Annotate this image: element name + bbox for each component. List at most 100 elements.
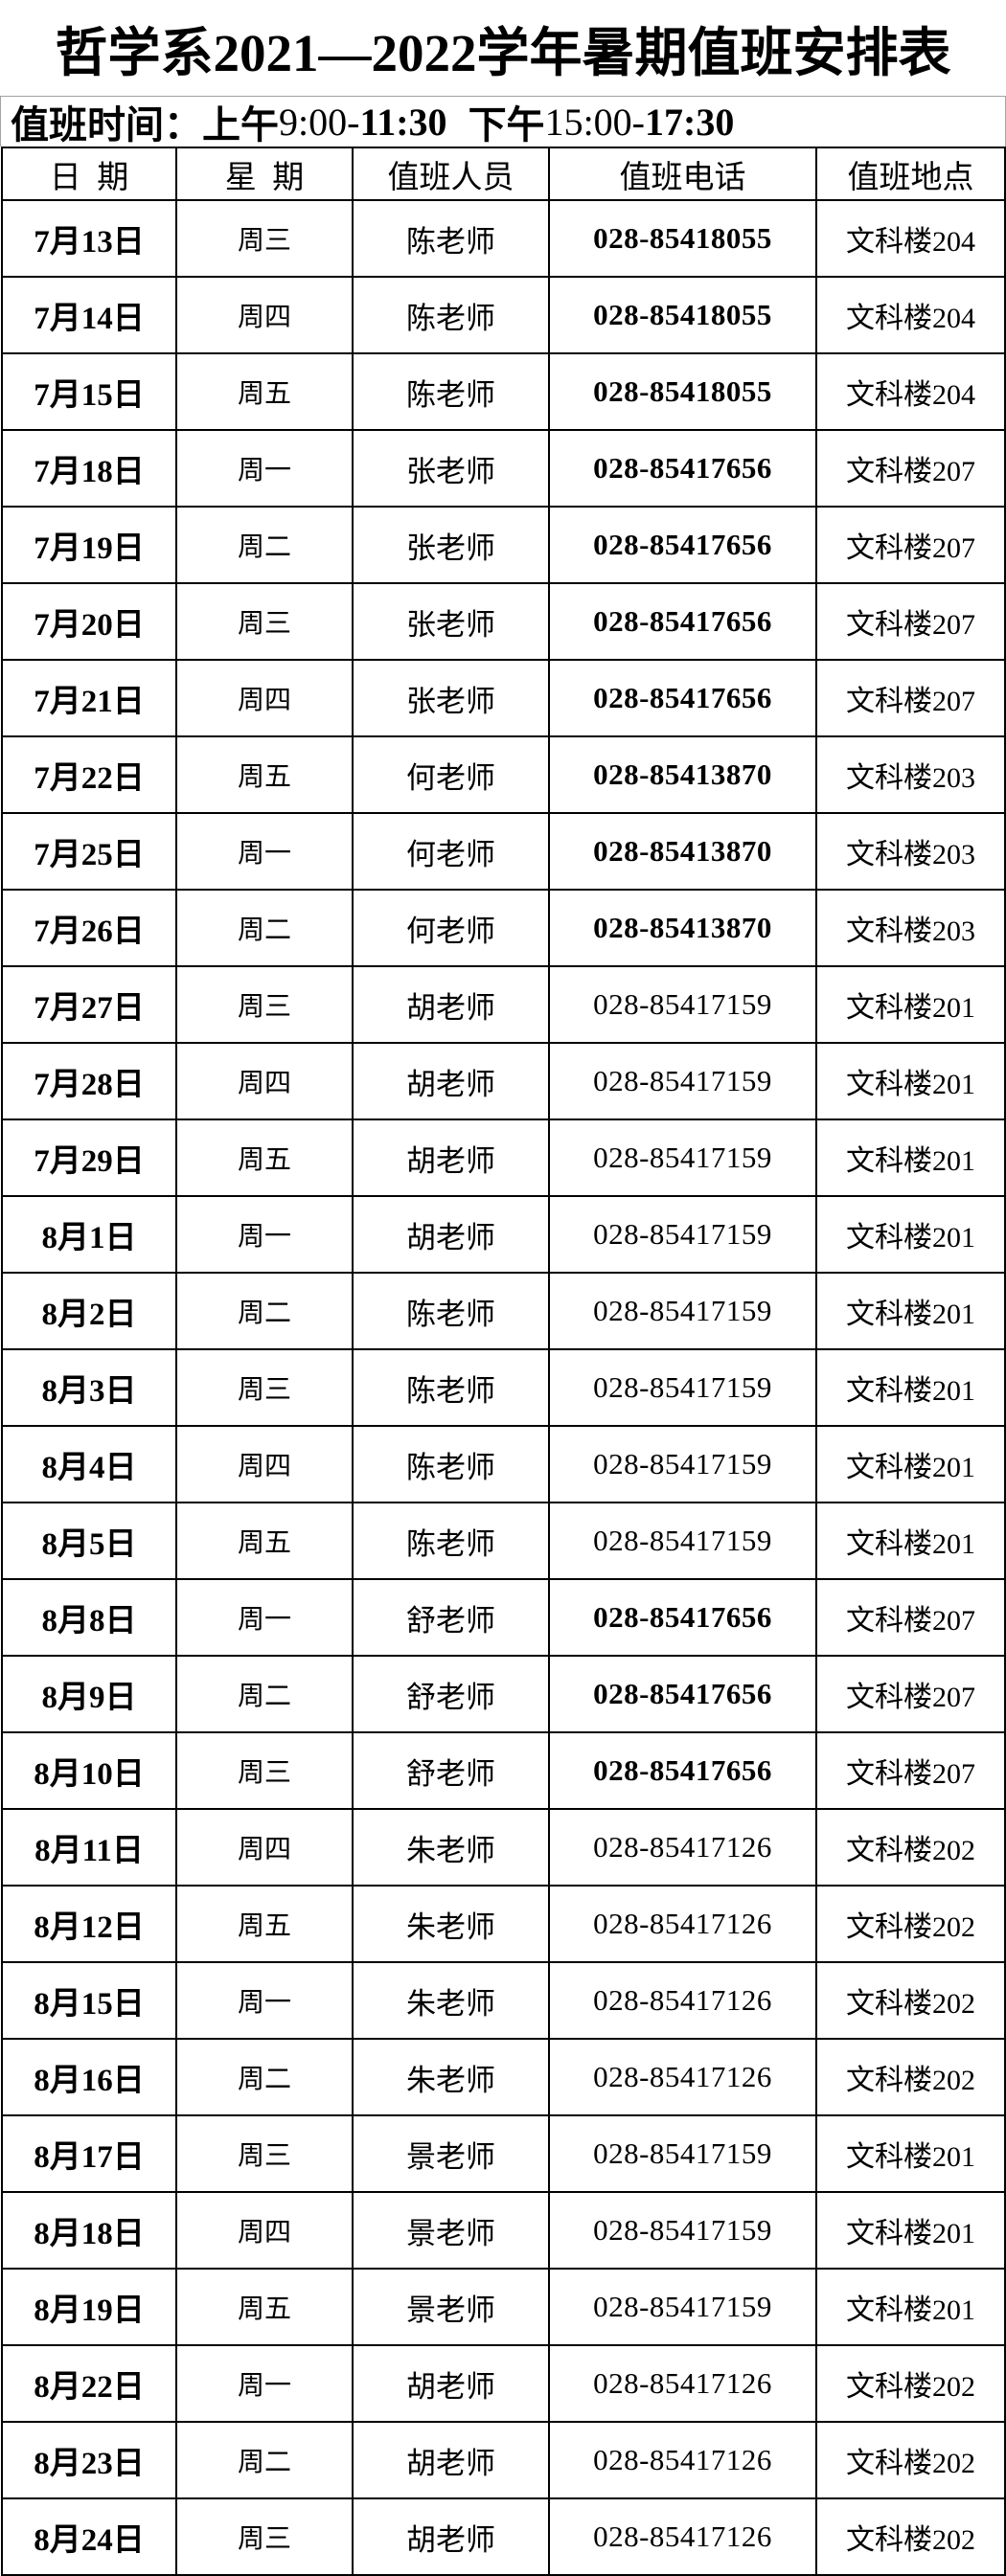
cell-person: 景老师 xyxy=(352,2114,550,2193)
cell-person: 陈老师 xyxy=(352,199,550,278)
cell-weekday: 周三 xyxy=(175,1731,354,1810)
cell-location: 文科楼207 xyxy=(815,1731,1006,1810)
cell-location: 文科楼202 xyxy=(815,2038,1006,2116)
table-row: 8月2日 周二 陈老师 028-85417159 文科楼201 xyxy=(1,1272,1006,1350)
cell-person: 陈老师 xyxy=(352,352,550,431)
cell-location: 文科楼204 xyxy=(815,199,1006,278)
table-row: 7月20日 周三 张老师 028-85417656 文科楼207 xyxy=(1,582,1006,661)
cell-date: 7月13日 xyxy=(1,199,177,278)
cell-weekday: 周五 xyxy=(175,352,354,431)
cell-date: 8月4日 xyxy=(1,1425,177,1503)
table-row: 7月14日 周四 陈老师 028-85418055 文科楼204 xyxy=(1,276,1006,354)
cell-weekday: 周二 xyxy=(175,1655,354,1733)
cell-person: 何老师 xyxy=(352,889,550,967)
cell-date: 7月21日 xyxy=(1,659,177,737)
table-row: 8月24日 周三 胡老师 028-85417126 文科楼202 xyxy=(1,2497,1006,2576)
cell-phone: 028-85417656 xyxy=(548,659,817,737)
cell-location: 文科楼201 xyxy=(815,1119,1006,1197)
cell-phone: 028-85417656 xyxy=(548,429,817,508)
cell-date: 8月24日 xyxy=(1,2497,177,2576)
cell-phone: 028-85417159 xyxy=(548,1425,817,1503)
cell-person: 张老师 xyxy=(352,659,550,737)
cell-weekday: 周五 xyxy=(175,1885,354,1963)
cell-phone: 028-85418055 xyxy=(548,352,817,431)
cell-location: 文科楼203 xyxy=(815,812,1006,891)
table-row: 8月22日 周一 胡老师 028-85417126 文科楼202 xyxy=(1,2344,1006,2423)
cell-phone: 028-85418055 xyxy=(548,276,817,354)
cell-date: 8月11日 xyxy=(1,1808,177,1887)
column-header-location: 值班地点 xyxy=(815,147,1006,201)
cell-date: 7月14日 xyxy=(1,276,177,354)
cell-person: 何老师 xyxy=(352,812,550,891)
cell-phone: 028-85417126 xyxy=(548,1961,817,2040)
cell-location: 文科楼203 xyxy=(815,735,1006,814)
cell-person: 胡老师 xyxy=(352,2344,550,2423)
cell-phone: 028-85417159 xyxy=(548,2114,817,2193)
cell-location: 文科楼207 xyxy=(815,1655,1006,1733)
cell-person: 陈老师 xyxy=(352,1272,550,1350)
cell-weekday: 周五 xyxy=(175,735,354,814)
cell-location: 文科楼201 xyxy=(815,1348,1006,1427)
cell-weekday: 周二 xyxy=(175,1272,354,1350)
table-row: 8月18日 周四 景老师 028-85417159 文科楼201 xyxy=(1,2191,1006,2270)
cell-weekday: 周三 xyxy=(175,2114,354,2193)
cell-date: 8月15日 xyxy=(1,1961,177,2040)
table-row: 8月10日 周三 舒老师 028-85417656 文科楼207 xyxy=(1,1731,1006,1810)
cell-location: 文科楼202 xyxy=(815,1961,1006,2040)
cell-date: 8月17日 xyxy=(1,2114,177,2193)
cell-weekday: 周三 xyxy=(175,965,354,1044)
cell-weekday: 周三 xyxy=(175,582,354,661)
cell-phone: 028-85417126 xyxy=(548,2038,817,2116)
cell-phone: 028-85417159 xyxy=(548,965,817,1044)
page-title: 哲学系2021—2022学年暑期值班安排表 xyxy=(55,24,951,82)
header-row: 日 期 星 期 值班人员 值班电话 值班地点 xyxy=(1,147,1006,201)
duty-time-label: 值班时间： xyxy=(11,103,202,147)
cell-weekday: 周四 xyxy=(175,1425,354,1503)
cell-location: 文科楼201 xyxy=(815,2268,1006,2346)
duty-time-note: 值班时间： 上午 9:00- 11:30 下午 15:00- 17:30 xyxy=(0,96,1006,147)
cell-date: 8月10日 xyxy=(1,1731,177,1810)
cell-location: 文科楼201 xyxy=(815,2191,1006,2270)
column-header-weekday: 星 期 xyxy=(175,147,354,201)
duty-time-afternoon-start: 15:00- xyxy=(544,100,645,144)
cell-weekday: 周一 xyxy=(175,1195,354,1274)
cell-phone: 028-85417656 xyxy=(548,1578,817,1657)
cell-person: 朱老师 xyxy=(352,1885,550,1963)
cell-location: 文科楼202 xyxy=(815,2497,1006,2576)
table-row: 8月19日 周五 景老师 028-85417159 文科楼201 xyxy=(1,2268,1006,2346)
cell-date: 8月8日 xyxy=(1,1578,177,1657)
cell-date: 7月20日 xyxy=(1,582,177,661)
duty-time-morning-start: 9:00- xyxy=(279,100,360,144)
cell-weekday: 周三 xyxy=(175,199,354,278)
cell-location: 文科楼202 xyxy=(815,1808,1006,1887)
cell-weekday: 周四 xyxy=(175,1042,354,1120)
cell-weekday: 周五 xyxy=(175,1502,354,1580)
cell-date: 7月26日 xyxy=(1,889,177,967)
cell-phone: 028-85417159 xyxy=(548,1272,817,1350)
cell-person: 舒老师 xyxy=(352,1578,550,1657)
cell-phone: 028-85413870 xyxy=(548,735,817,814)
cell-date: 7月27日 xyxy=(1,965,177,1044)
cell-date: 7月22日 xyxy=(1,735,177,814)
cell-date: 8月22日 xyxy=(1,2344,177,2423)
cell-phone: 028-85417159 xyxy=(548,1042,817,1120)
table-row: 7月18日 周一 张老师 028-85417656 文科楼207 xyxy=(1,429,1006,508)
cell-phone: 028-85417656 xyxy=(548,1655,817,1733)
cell-phone: 028-85413870 xyxy=(548,889,817,967)
cell-date: 8月2日 xyxy=(1,1272,177,1350)
cell-person: 朱老师 xyxy=(352,1808,550,1887)
cell-phone: 028-85417126 xyxy=(548,1808,817,1887)
cell-person: 胡老师 xyxy=(352,2421,550,2499)
cell-weekday: 周四 xyxy=(175,276,354,354)
table-row: 8月3日 周三 陈老师 028-85417159 文科楼201 xyxy=(1,1348,1006,1427)
cell-person: 胡老师 xyxy=(352,2497,550,2576)
table-row: 8月1日 周一 胡老师 028-85417159 文科楼201 xyxy=(1,1195,1006,1274)
column-header-phone: 值班电话 xyxy=(548,147,817,201)
table-row: 8月9日 周二 舒老师 028-85417656 文科楼207 xyxy=(1,1655,1006,1733)
cell-date: 8月23日 xyxy=(1,2421,177,2499)
cell-location: 文科楼207 xyxy=(815,659,1006,737)
table-row: 7月22日 周五 何老师 028-85413870 文科楼203 xyxy=(1,735,1006,814)
table-row: 8月4日 周四 陈老师 028-85417159 文科楼201 xyxy=(1,1425,1006,1503)
cell-person: 陈老师 xyxy=(352,1502,550,1580)
